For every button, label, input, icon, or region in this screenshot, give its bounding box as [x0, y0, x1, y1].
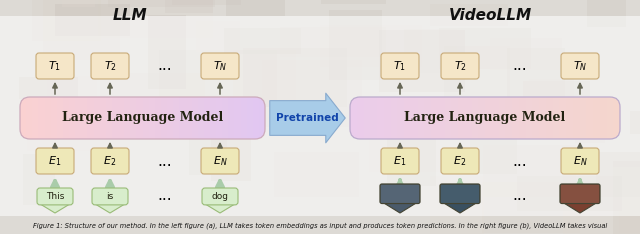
FancyBboxPatch shape	[596, 152, 640, 197]
FancyBboxPatch shape	[483, 145, 576, 197]
FancyBboxPatch shape	[234, 97, 241, 139]
FancyBboxPatch shape	[438, 29, 531, 69]
FancyBboxPatch shape	[381, 148, 419, 174]
Text: This: This	[46, 192, 64, 201]
FancyBboxPatch shape	[246, 97, 253, 139]
FancyBboxPatch shape	[164, 0, 213, 13]
FancyBboxPatch shape	[321, 0, 386, 4]
Text: $E_1$: $E_1$	[394, 154, 406, 168]
FancyBboxPatch shape	[159, 50, 278, 107]
FancyBboxPatch shape	[45, 97, 52, 139]
FancyBboxPatch shape	[155, 97, 162, 139]
Polygon shape	[563, 202, 597, 213]
FancyBboxPatch shape	[243, 48, 347, 107]
FancyBboxPatch shape	[280, 27, 387, 57]
FancyBboxPatch shape	[196, 21, 240, 52]
FancyBboxPatch shape	[465, 97, 472, 139]
FancyBboxPatch shape	[23, 154, 55, 205]
FancyBboxPatch shape	[490, 38, 563, 70]
FancyBboxPatch shape	[88, 97, 95, 139]
FancyBboxPatch shape	[112, 97, 119, 139]
Text: $T_2$: $T_2$	[454, 59, 467, 73]
FancyBboxPatch shape	[561, 185, 599, 202]
FancyBboxPatch shape	[172, 0, 241, 4]
FancyBboxPatch shape	[189, 130, 227, 176]
FancyBboxPatch shape	[458, 97, 466, 139]
FancyBboxPatch shape	[380, 184, 420, 204]
FancyBboxPatch shape	[233, 50, 296, 120]
Text: $T_2$: $T_2$	[104, 59, 116, 73]
FancyBboxPatch shape	[69, 97, 76, 139]
FancyBboxPatch shape	[93, 97, 100, 139]
FancyBboxPatch shape	[211, 115, 251, 181]
FancyBboxPatch shape	[320, 25, 422, 67]
FancyBboxPatch shape	[0, 16, 640, 216]
FancyBboxPatch shape	[387, 111, 436, 186]
FancyBboxPatch shape	[607, 97, 614, 139]
Polygon shape	[95, 204, 125, 213]
FancyBboxPatch shape	[55, 4, 130, 36]
Text: is: is	[106, 192, 114, 201]
FancyBboxPatch shape	[37, 188, 73, 205]
FancyBboxPatch shape	[36, 53, 74, 79]
FancyBboxPatch shape	[201, 148, 239, 174]
FancyBboxPatch shape	[630, 111, 640, 134]
FancyBboxPatch shape	[350, 97, 358, 139]
Text: Figure 1: Structure of our method. In the left figure (a), LLM takes token embed: Figure 1: Structure of our method. In th…	[33, 223, 607, 229]
FancyBboxPatch shape	[397, 97, 405, 139]
Text: dog: dog	[211, 192, 228, 201]
FancyBboxPatch shape	[587, 0, 626, 27]
FancyBboxPatch shape	[381, 185, 419, 202]
FancyBboxPatch shape	[43, 0, 120, 60]
FancyBboxPatch shape	[575, 115, 605, 143]
FancyBboxPatch shape	[508, 48, 564, 97]
FancyBboxPatch shape	[478, 97, 486, 139]
FancyBboxPatch shape	[106, 97, 113, 139]
FancyBboxPatch shape	[438, 97, 445, 139]
FancyBboxPatch shape	[404, 97, 412, 139]
FancyBboxPatch shape	[482, 182, 580, 233]
Text: ...: ...	[513, 58, 527, 73]
FancyBboxPatch shape	[108, 0, 215, 7]
FancyBboxPatch shape	[512, 97, 520, 139]
FancyBboxPatch shape	[430, 176, 484, 234]
FancyBboxPatch shape	[210, 97, 217, 139]
Text: ...: ...	[157, 189, 172, 204]
FancyBboxPatch shape	[63, 97, 70, 139]
FancyBboxPatch shape	[356, 97, 365, 139]
FancyBboxPatch shape	[472, 97, 479, 139]
FancyBboxPatch shape	[619, 197, 640, 234]
FancyBboxPatch shape	[369, 131, 440, 172]
FancyBboxPatch shape	[613, 161, 640, 234]
FancyBboxPatch shape	[32, 0, 101, 41]
FancyBboxPatch shape	[92, 188, 128, 205]
FancyBboxPatch shape	[148, 97, 156, 139]
FancyBboxPatch shape	[75, 97, 83, 139]
Text: $E_N$: $E_N$	[573, 154, 588, 168]
FancyBboxPatch shape	[579, 97, 588, 139]
FancyBboxPatch shape	[451, 97, 459, 139]
Text: $T_N$: $T_N$	[213, 59, 227, 73]
FancyBboxPatch shape	[228, 97, 236, 139]
FancyBboxPatch shape	[561, 148, 599, 174]
FancyBboxPatch shape	[441, 185, 479, 202]
FancyBboxPatch shape	[532, 97, 540, 139]
FancyBboxPatch shape	[424, 97, 432, 139]
FancyBboxPatch shape	[167, 97, 174, 139]
Text: VideoLLM: VideoLLM	[449, 8, 532, 23]
Text: ...: ...	[513, 154, 527, 168]
FancyBboxPatch shape	[329, 10, 382, 80]
FancyBboxPatch shape	[563, 168, 640, 234]
FancyArrowPatch shape	[270, 93, 345, 143]
Text: $T_1$: $T_1$	[394, 59, 406, 73]
FancyBboxPatch shape	[417, 97, 425, 139]
FancyBboxPatch shape	[100, 97, 107, 139]
FancyBboxPatch shape	[492, 97, 499, 139]
FancyBboxPatch shape	[62, 0, 95, 7]
FancyBboxPatch shape	[124, 97, 131, 139]
FancyBboxPatch shape	[253, 97, 260, 139]
FancyBboxPatch shape	[223, 28, 301, 54]
FancyBboxPatch shape	[259, 97, 266, 139]
FancyBboxPatch shape	[384, 97, 392, 139]
